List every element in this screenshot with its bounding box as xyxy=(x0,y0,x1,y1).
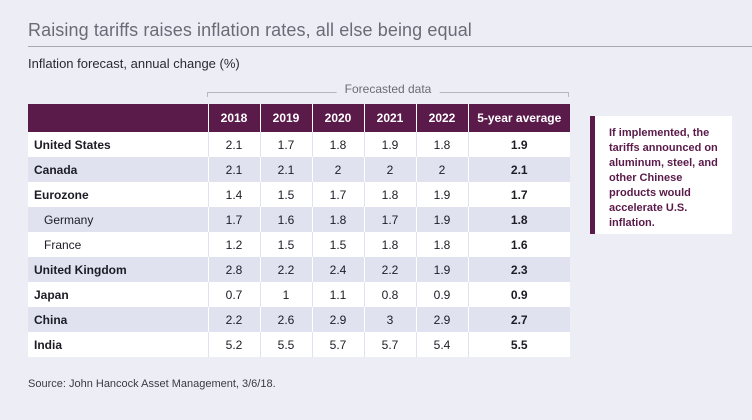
title-divider xyxy=(28,46,752,47)
table-header-row: 2018 2019 2020 2021 2022 5-year average xyxy=(28,104,570,132)
value-cell: 5.7 xyxy=(364,332,417,357)
value-cell: 2.1 xyxy=(260,157,313,182)
value-cell: 2.2 xyxy=(364,257,417,282)
value-cell: 1.8 xyxy=(364,182,417,207)
header-cell-2020: 2020 xyxy=(312,104,365,132)
country-cell: China xyxy=(28,307,209,332)
value-cell: 2.8 xyxy=(208,257,261,282)
value-cell: 0.8 xyxy=(364,282,417,307)
average-cell: 5.5 xyxy=(510,337,528,352)
value-cell: 1.8 xyxy=(312,132,365,157)
average-cell: 2.7 xyxy=(510,312,528,327)
average-cell: 0.9 xyxy=(510,287,528,302)
value-cell: 2.9 xyxy=(312,307,365,332)
country-cell: United Kingdom xyxy=(28,257,209,282)
table-row: India 5.2 5.5 5.7 5.7 5.4 5.5 xyxy=(28,332,570,357)
forecast-bracket: Forecasted data xyxy=(207,82,569,102)
average-cell: 2.1 xyxy=(510,162,528,177)
table-row: China 2.2 2.6 2.9 3 2.9 2.7 xyxy=(28,307,570,332)
value-cell: 1.8 xyxy=(416,132,469,157)
chart-subtitle: Inflation forecast, annual change (%) xyxy=(28,56,240,71)
value-cell: 1.7 xyxy=(364,207,417,232)
inflation-table: 2018 2019 2020 2021 2022 5-year average … xyxy=(28,104,570,357)
country-cell: Canada xyxy=(28,157,209,182)
value-cell: 1.2 xyxy=(208,232,261,257)
value-cell: 1.9 xyxy=(416,257,469,282)
average-cell: 1.8 xyxy=(510,212,528,227)
value-cell: 1.1 xyxy=(312,282,365,307)
value-cell: 1.9 xyxy=(416,207,469,232)
value-cell: 3 xyxy=(364,307,417,332)
value-cell: 1.5 xyxy=(260,182,313,207)
value-cell: 5.4 xyxy=(416,332,469,357)
value-cell: 1.8 xyxy=(364,232,417,257)
value-cell: 2.9 xyxy=(416,307,469,332)
average-cell: 1.7 xyxy=(510,187,528,202)
average-cell: 2.3 xyxy=(510,262,528,277)
value-cell: 1.4 xyxy=(208,182,261,207)
header-cell-2018: 2018 xyxy=(208,104,261,132)
table-row: Germany 1.7 1.6 1.8 1.7 1.9 1.8 xyxy=(28,207,570,232)
value-cell: 2.2 xyxy=(260,257,313,282)
average-cell: 1.6 xyxy=(510,237,528,252)
value-cell: 1.7 xyxy=(260,132,313,157)
value-cell: 5.7 xyxy=(312,332,365,357)
country-cell: Japan xyxy=(28,282,209,307)
country-cell: Eurozone xyxy=(28,182,209,207)
value-cell: 2.4 xyxy=(312,257,365,282)
value-cell: 1.5 xyxy=(312,232,365,257)
country-cell: France xyxy=(28,232,209,257)
header-cell-2022: 2022 xyxy=(416,104,469,132)
value-cell: 1.8 xyxy=(416,232,469,257)
value-cell: 2.6 xyxy=(260,307,313,332)
table-row: Canada 2.1 2.1 2 2 2 2.1 xyxy=(28,157,570,182)
value-cell: 1 xyxy=(260,282,313,307)
country-cell: United States xyxy=(28,132,209,157)
value-cell: 1.9 xyxy=(364,132,417,157)
value-cell: 5.2 xyxy=(208,332,261,357)
chart-title: Raising tariffs raises inflation rates, … xyxy=(28,20,472,40)
value-cell: 2 xyxy=(416,157,469,182)
value-cell: 1.8 xyxy=(312,207,365,232)
table-row: France 1.2 1.5 1.5 1.8 1.8 1.6 xyxy=(28,232,570,257)
table-row: United Kingdom 2.8 2.2 2.4 2.2 1.9 2.3 xyxy=(28,257,570,282)
value-cell: 1.7 xyxy=(312,182,365,207)
value-cell: 1.5 xyxy=(260,232,313,257)
forecast-bracket-right-tick xyxy=(568,92,569,97)
table-row: Japan 0.7 1 1.1 0.8 0.9 0.9 xyxy=(28,282,570,307)
callout-box: If implemented, the tariffs announced on… xyxy=(590,116,732,234)
value-cell: 5.5 xyxy=(260,332,313,357)
value-cell: 0.9 xyxy=(416,282,469,307)
table-row: Eurozone 1.4 1.5 1.7 1.8 1.9 1.7 xyxy=(28,182,570,207)
header-cell-5-year-average: 5-year average xyxy=(468,104,570,132)
value-cell: 1.7 xyxy=(208,207,261,232)
value-cell: 1.9 xyxy=(416,182,469,207)
value-cell: 1.6 xyxy=(260,207,313,232)
source-note: Source: John Hancock Asset Management, 3… xyxy=(28,378,276,390)
table-row: United States 2.1 1.7 1.8 1.9 1.8 1.9 xyxy=(28,132,570,157)
value-cell: 2.1 xyxy=(208,157,261,182)
header-cell-2019: 2019 xyxy=(260,104,313,132)
header-cell-2021: 2021 xyxy=(364,104,417,132)
forecast-bracket-left-tick xyxy=(207,92,208,97)
table-body: United States 2.1 1.7 1.8 1.9 1.8 1.9 Canada 2.1… xyxy=(28,132,570,357)
country-cell: Germany xyxy=(28,207,209,232)
country-cell: India xyxy=(28,332,209,357)
forecast-label: Forecasted data xyxy=(336,82,440,96)
average-cell: 1.9 xyxy=(510,137,528,152)
value-cell: 2 xyxy=(364,157,417,182)
value-cell: 2.1 xyxy=(208,132,261,157)
value-cell: 2 xyxy=(312,157,365,182)
value-cell: 2.2 xyxy=(208,307,261,332)
value-cell: 0.7 xyxy=(208,282,261,307)
header-cell-country xyxy=(28,104,209,132)
